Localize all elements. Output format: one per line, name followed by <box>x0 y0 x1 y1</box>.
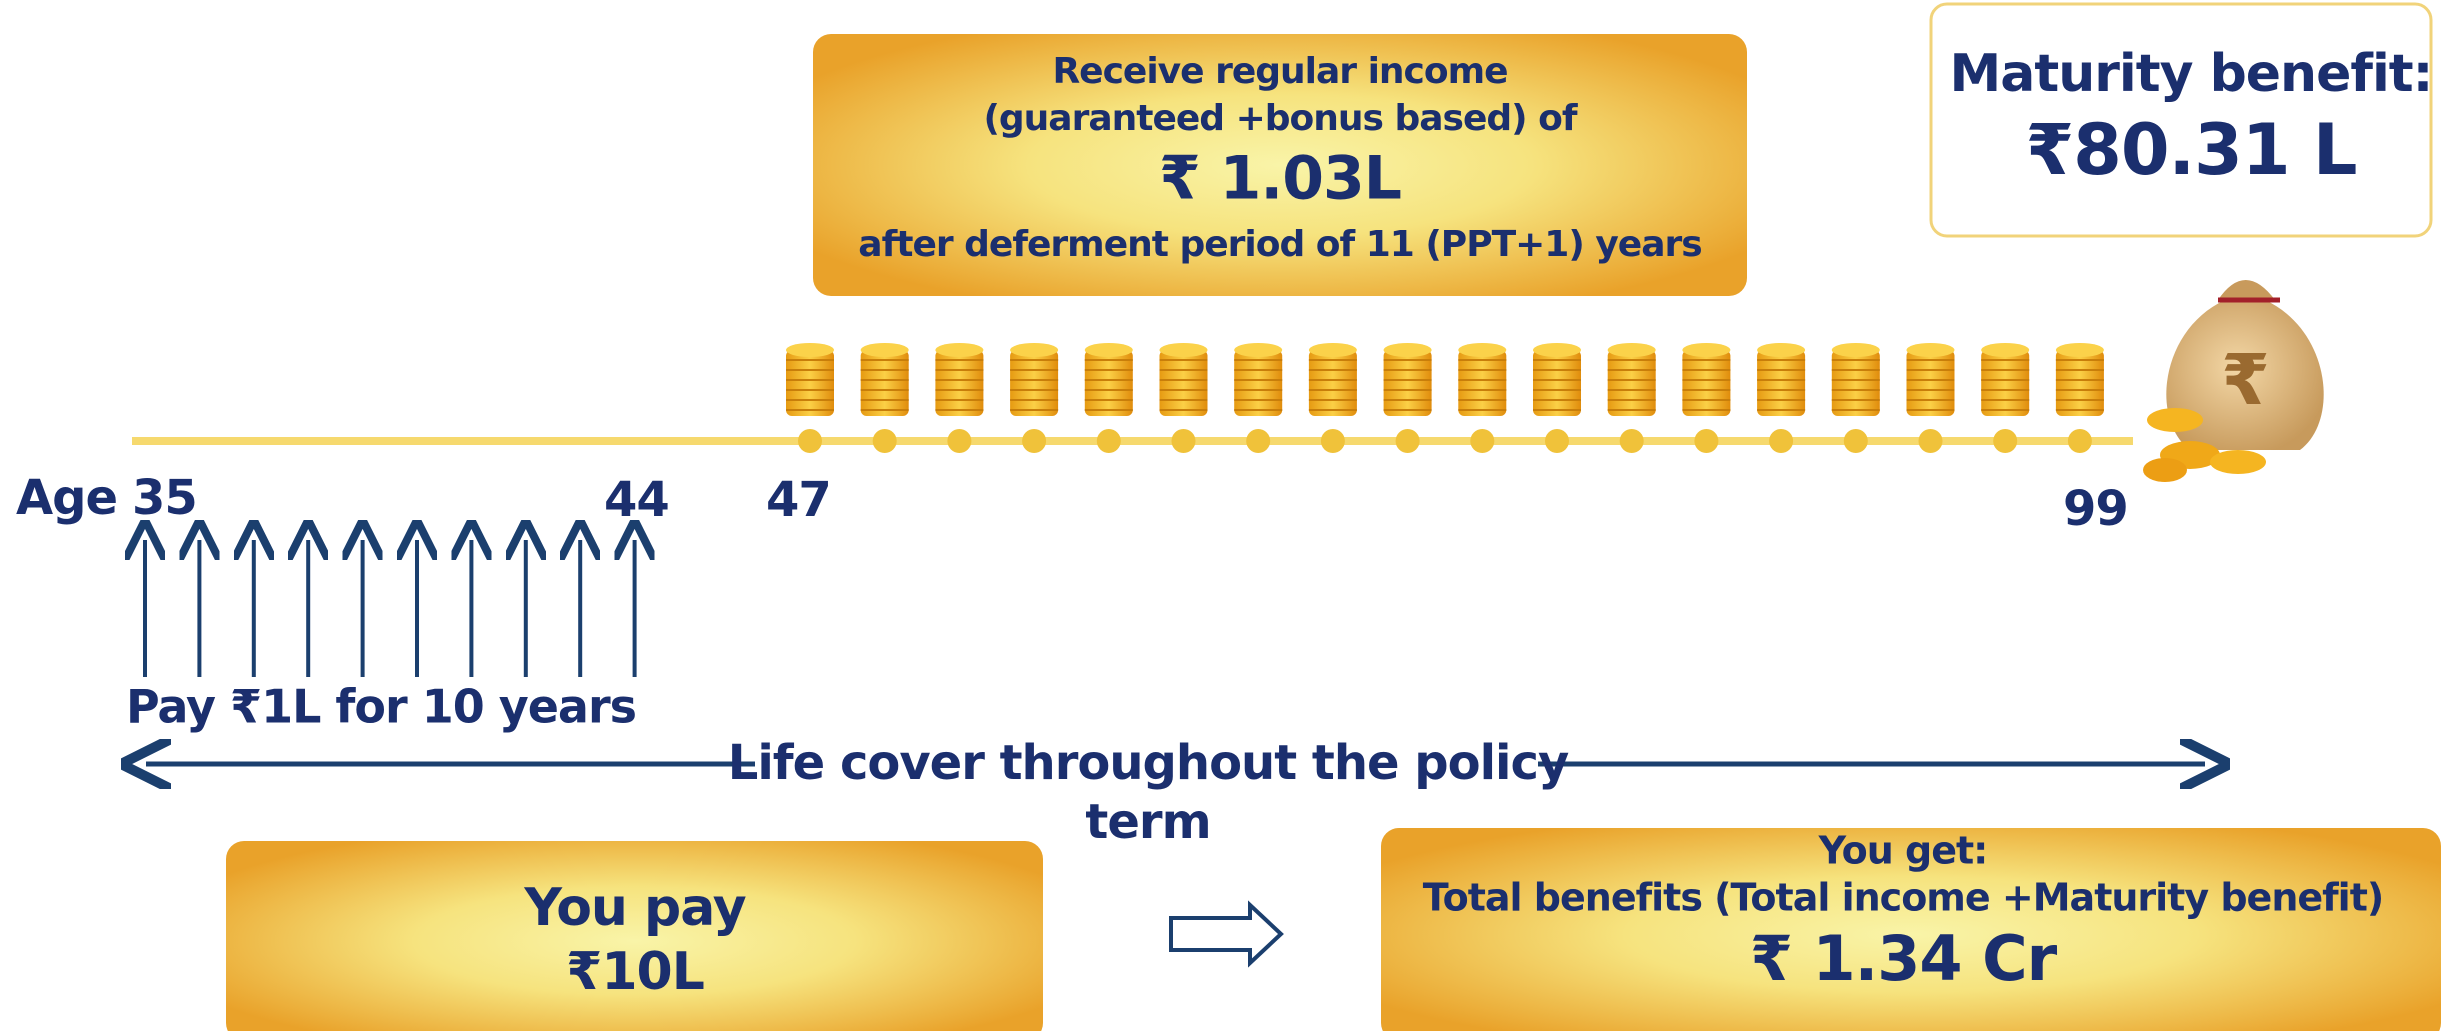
you-get-title: You get: <box>1818 829 1988 873</box>
timeline-dot <box>1993 429 2017 453</box>
infographic: Receive regular income (guaranteed +bonu… <box>0 0 2441 1031</box>
maturity-title: Maturity benefit: <box>1950 44 2433 104</box>
timeline-dot <box>1545 429 1569 453</box>
income-text: after deferment period of 11 (PPT+1) yea… <box>858 224 1701 265</box>
coin-top <box>1533 343 1581 357</box>
maturity-amount: ₹80.31 L <box>2025 109 2356 191</box>
cover-text: Life cover throughout the policy <box>728 735 1569 791</box>
coin-top <box>1010 343 1058 357</box>
age-value: 47 <box>766 472 831 528</box>
age-value: 35 <box>132 470 197 526</box>
coin-top <box>2056 343 2104 357</box>
coin-top <box>1309 343 1357 357</box>
income-amount: ₹ 1.03L <box>1159 144 1401 214</box>
timeline-dot <box>1097 429 1121 453</box>
coin-top <box>1160 343 1208 357</box>
age-value: 99 <box>2063 481 2128 537</box>
timeline-dot <box>1396 429 1420 453</box>
you-get-amount: ₹ 1.34 Cr <box>1750 922 2058 995</box>
coin-top <box>786 343 834 357</box>
timeline-dot <box>1620 429 1644 453</box>
you-pay-amount: ₹10L <box>566 942 704 1002</box>
timeline-dot <box>2068 429 2092 453</box>
you-pay-title: You pay <box>523 878 745 938</box>
cover-text: term <box>1085 794 1210 850</box>
timeline-dot <box>1694 429 1718 453</box>
rupee-icon: ₹ <box>2221 339 2269 421</box>
money-bag: ₹ <box>2143 280 2324 482</box>
coin-top <box>1234 343 1282 357</box>
timeline-dot <box>1919 429 1943 453</box>
coin-top <box>861 343 909 357</box>
coin-top <box>1832 343 1880 357</box>
timeline-dot <box>1470 429 1494 453</box>
coin-top <box>1682 343 1730 357</box>
income-text: Receive regular income <box>1052 51 1507 92</box>
timeline-dot <box>1246 429 1270 453</box>
payment-text: Pay ₹1L for 10 years <box>126 680 636 734</box>
coin-top <box>1608 343 1656 357</box>
coin-top <box>1981 343 2029 357</box>
timeline-dot <box>873 429 897 453</box>
timeline-dot <box>1321 429 1345 453</box>
you-get-subtitle: Total benefits (Total income +Maturity b… <box>1423 876 2383 920</box>
coin-top <box>1384 343 1432 357</box>
timeline-dot <box>1769 429 1793 453</box>
income-text: (guaranteed +bonus based) of <box>983 98 1577 139</box>
coin-top <box>1458 343 1506 357</box>
timeline-dot <box>1022 429 1046 453</box>
age-value: 44 <box>604 472 669 528</box>
coin-top <box>1757 343 1805 357</box>
timeline-dot <box>1844 429 1868 453</box>
coin-top <box>1907 343 1955 357</box>
timeline-dot <box>1172 429 1196 453</box>
coin-top <box>1085 343 1133 357</box>
coin-top <box>935 343 983 357</box>
timeline-dot <box>798 429 822 453</box>
timeline-dot <box>947 429 971 453</box>
coin-stacks <box>786 343 2104 453</box>
age-label: Age <box>16 470 117 526</box>
payment-arrows <box>145 540 635 677</box>
flow-arrow <box>1171 905 1281 963</box>
